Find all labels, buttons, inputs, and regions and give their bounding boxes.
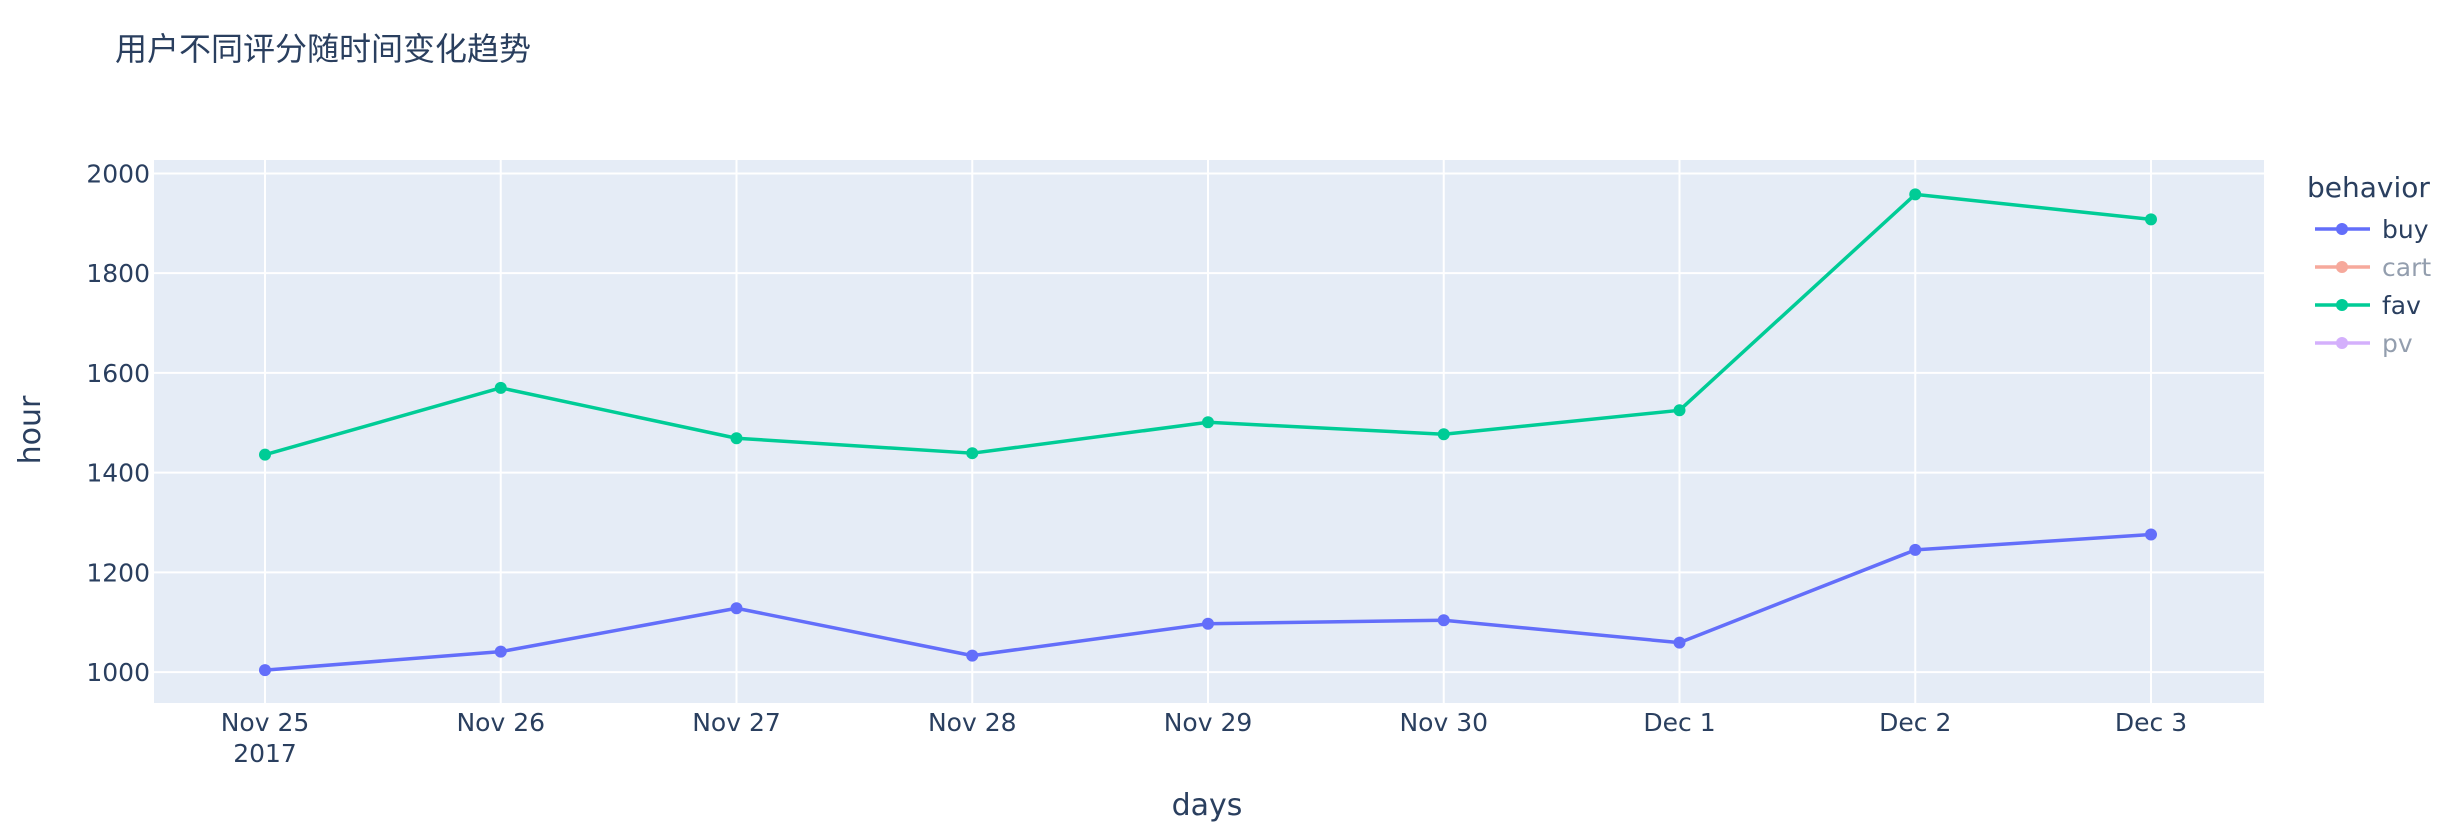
data-point-fav — [2145, 213, 2157, 226]
data-point-buy — [1437, 614, 1450, 627]
data-point-buy — [966, 649, 979, 662]
data-point-fav — [259, 448, 271, 461]
x-tick-label: Dec 1 — [1643, 708, 1715, 737]
data-point-fav — [1909, 188, 1922, 201]
data-point-fav — [730, 432, 743, 445]
legend-swatch-marker — [2336, 261, 2348, 273]
x-tick-label: Nov 27 — [692, 708, 781, 737]
x-tick-label: Dec 2 — [1879, 708, 1951, 737]
y-tick-label: 2000 — [86, 159, 150, 188]
legend-label: fav — [2382, 291, 2421, 320]
x-tick-label: Nov 30 — [1399, 708, 1488, 737]
data-point-fav — [1673, 404, 1686, 417]
legend-item-cart[interactable]: cart — [2315, 253, 2431, 282]
chart-title: 用户不同评分随时间变化趋势 — [115, 30, 531, 68]
legend-item-pv[interactable]: pv — [2315, 329, 2413, 358]
data-point-fav — [1202, 416, 1214, 429]
x-tick-label: Nov 28 — [928, 708, 1017, 737]
x-axis-title: days — [1172, 788, 1243, 822]
y-tick-label: 1200 — [86, 558, 150, 587]
data-point-fav — [494, 381, 507, 394]
legend-label: buy — [2382, 215, 2429, 244]
legend: behavior buy cart fav pv — [2307, 171, 2431, 358]
legend-item-buy[interactable]: buy — [2315, 215, 2429, 244]
x-axis-tick-labels: Nov 25 Nov 26 Nov 27 Nov 28 Nov 29 Nov 30 Dec … — [221, 708, 2187, 768]
x-tick-label: Nov 26 — [456, 708, 545, 737]
legend-swatch-marker — [2336, 299, 2348, 311]
data-point-buy — [494, 645, 507, 658]
legend-label: cart — [2382, 253, 2431, 282]
data-point-buy — [259, 664, 271, 677]
y-tick-label: 1400 — [86, 459, 150, 488]
x-tick-year-label: 2017 — [233, 739, 297, 768]
legend-swatch-marker — [2336, 223, 2348, 235]
series-layer — [259, 188, 2157, 677]
series-fav — [259, 188, 2157, 461]
legend-label: pv — [2382, 329, 2413, 358]
data-point-buy — [1673, 636, 1686, 649]
y-tick-label: 1000 — [86, 658, 150, 687]
data-point-buy — [1202, 617, 1214, 630]
x-tick-label: Dec 3 — [2115, 708, 2187, 737]
data-point-buy — [1909, 543, 1922, 556]
x-tick-label: Nov 25 — [221, 708, 310, 737]
x-tick-label: Nov 29 — [1164, 708, 1253, 737]
data-point-fav — [966, 447, 979, 460]
y-axis-title: hour — [13, 395, 48, 464]
legend-title: behavior — [2307, 171, 2430, 204]
data-point-buy — [730, 602, 743, 615]
legend-swatch-marker — [2336, 337, 2348, 349]
series-buy — [259, 528, 2157, 677]
y-axis-tick-labels: 1000 1200 1400 1600 1800 2000 — [86, 159, 150, 687]
grid-lines — [154, 160, 2264, 703]
y-tick-label: 1600 — [86, 359, 150, 388]
data-point-buy — [2145, 528, 2157, 541]
data-point-fav — [1437, 428, 1450, 441]
y-tick-label: 1800 — [86, 259, 150, 288]
legend-item-fav[interactable]: fav — [2315, 291, 2421, 320]
